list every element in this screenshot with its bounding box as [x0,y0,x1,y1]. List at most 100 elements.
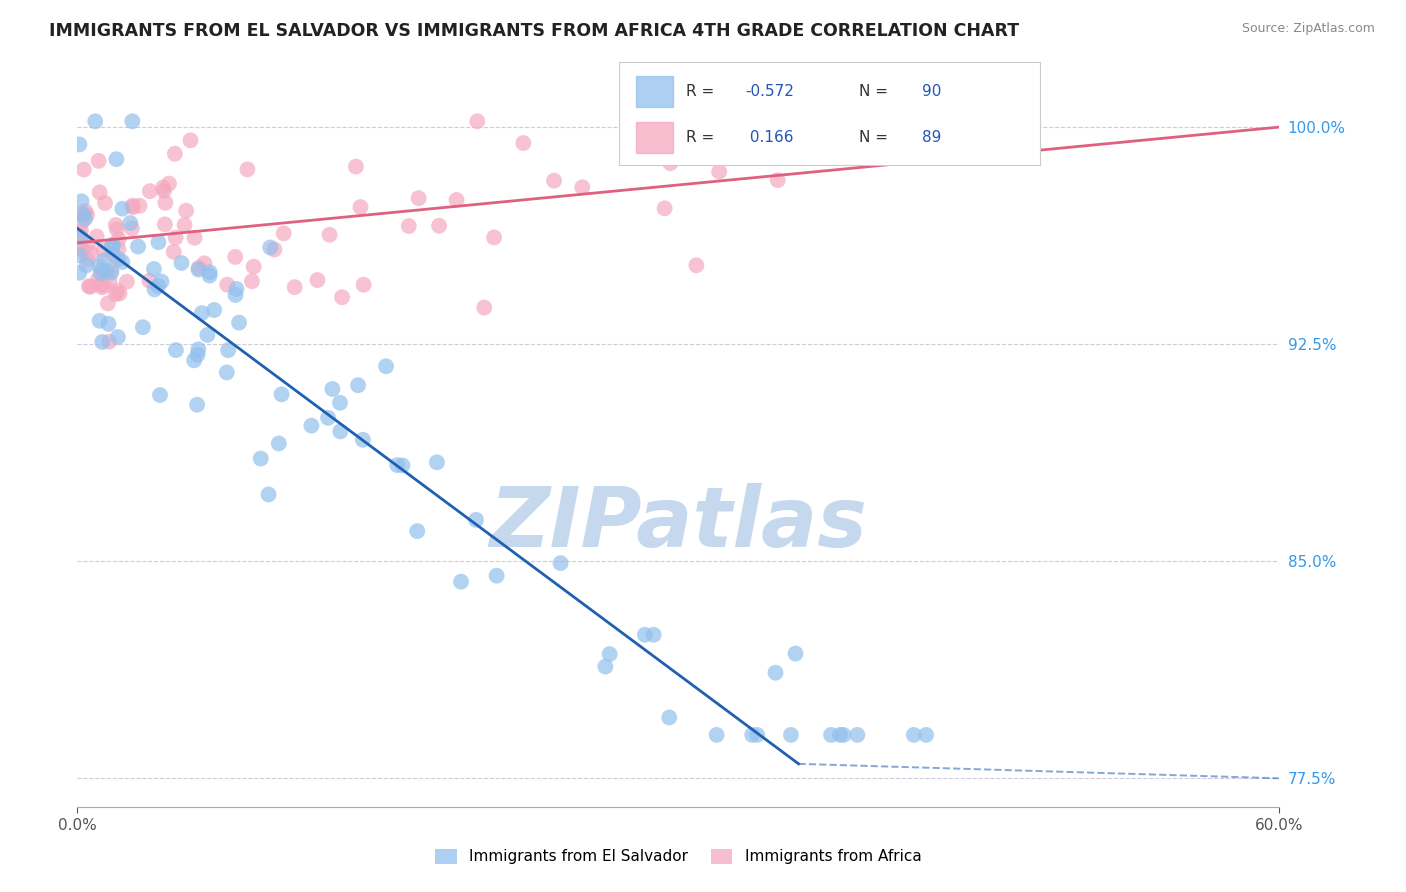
Point [73,162,96,177]
Point [75,204,97,219]
Point [100,263,122,277]
Point [472,301,495,315]
Point [273,227,295,241]
Point [86,229,108,244]
Point [198,265,221,279]
Point [90,263,112,277]
Point [186,398,208,412]
Point [747,728,769,742]
Point [915,728,938,742]
Point [186,348,208,362]
Point [828,728,851,742]
Point [77,279,100,293]
Point [72,208,94,222]
Point [263,243,285,257]
Point [150,275,173,289]
Point [111,202,134,216]
Point [76,238,98,252]
Point [121,198,143,212]
Text: R =: R = [686,84,720,99]
Point [69,229,91,244]
Point [103,247,125,261]
Point [105,284,128,298]
Point [163,244,186,259]
Point [259,240,281,254]
Point [108,286,131,301]
Point [329,425,352,439]
Point [482,230,505,244]
Point [107,330,129,344]
Point [270,387,292,401]
Point [330,290,353,304]
Point [153,184,176,198]
Point [149,388,172,402]
Point [90,266,112,280]
Point [183,353,205,368]
Point [101,241,124,255]
Point [97,317,120,331]
Point [903,728,925,742]
Point [228,316,250,330]
Point [183,231,205,245]
Text: Source: ZipAtlas.com: Source: ZipAtlas.com [1241,22,1375,36]
Point [224,250,246,264]
Point [375,359,398,374]
Point [89,186,111,200]
Point [820,728,842,742]
Point [91,280,114,294]
Point [780,728,803,742]
Text: IMMIGRANTS FROM EL SALVADOR VS IMMIGRANTS FROM AFRICA 4TH GRADE CORRELATION CHAR: IMMIGRANTS FROM EL SALVADOR VS IMMIGRANT… [49,22,1019,40]
Text: -0.572: -0.572 [745,84,794,99]
Point [316,410,339,425]
Point [352,433,374,447]
Point [89,314,111,328]
Text: N =: N = [859,130,893,145]
Point [659,156,682,170]
Point [152,180,174,194]
Point [87,153,110,168]
Point [75,211,97,226]
Point [187,262,209,277]
Text: N =: N = [859,84,893,99]
Point [634,628,657,642]
Point [465,513,488,527]
Point [111,255,134,269]
Point [299,418,322,433]
Point [121,200,143,214]
Point [224,288,246,302]
Point [70,194,93,209]
Point [658,710,681,724]
Point [249,451,271,466]
Point [94,196,117,211]
Point [785,647,807,661]
Point [685,258,707,272]
Point [155,195,177,210]
Point [173,218,195,232]
Point [267,436,290,450]
Point [709,164,731,178]
Point [347,378,370,392]
Point [69,230,91,244]
Point [450,574,472,589]
Point [485,568,508,582]
Text: R =: R = [686,130,720,145]
Point [70,241,93,255]
Point [98,273,121,287]
Point [766,173,789,187]
Point [101,238,124,252]
Point [153,218,176,232]
Point [217,343,239,358]
Point [128,199,150,213]
Point [107,232,129,246]
Point [138,274,160,288]
Point [148,235,170,250]
Point [257,487,280,501]
Point [446,193,468,207]
Point [101,238,124,252]
Point [93,278,115,293]
Point [679,141,702,155]
Point [426,455,449,469]
Point [163,146,186,161]
Point [217,277,239,292]
Point [427,219,450,233]
